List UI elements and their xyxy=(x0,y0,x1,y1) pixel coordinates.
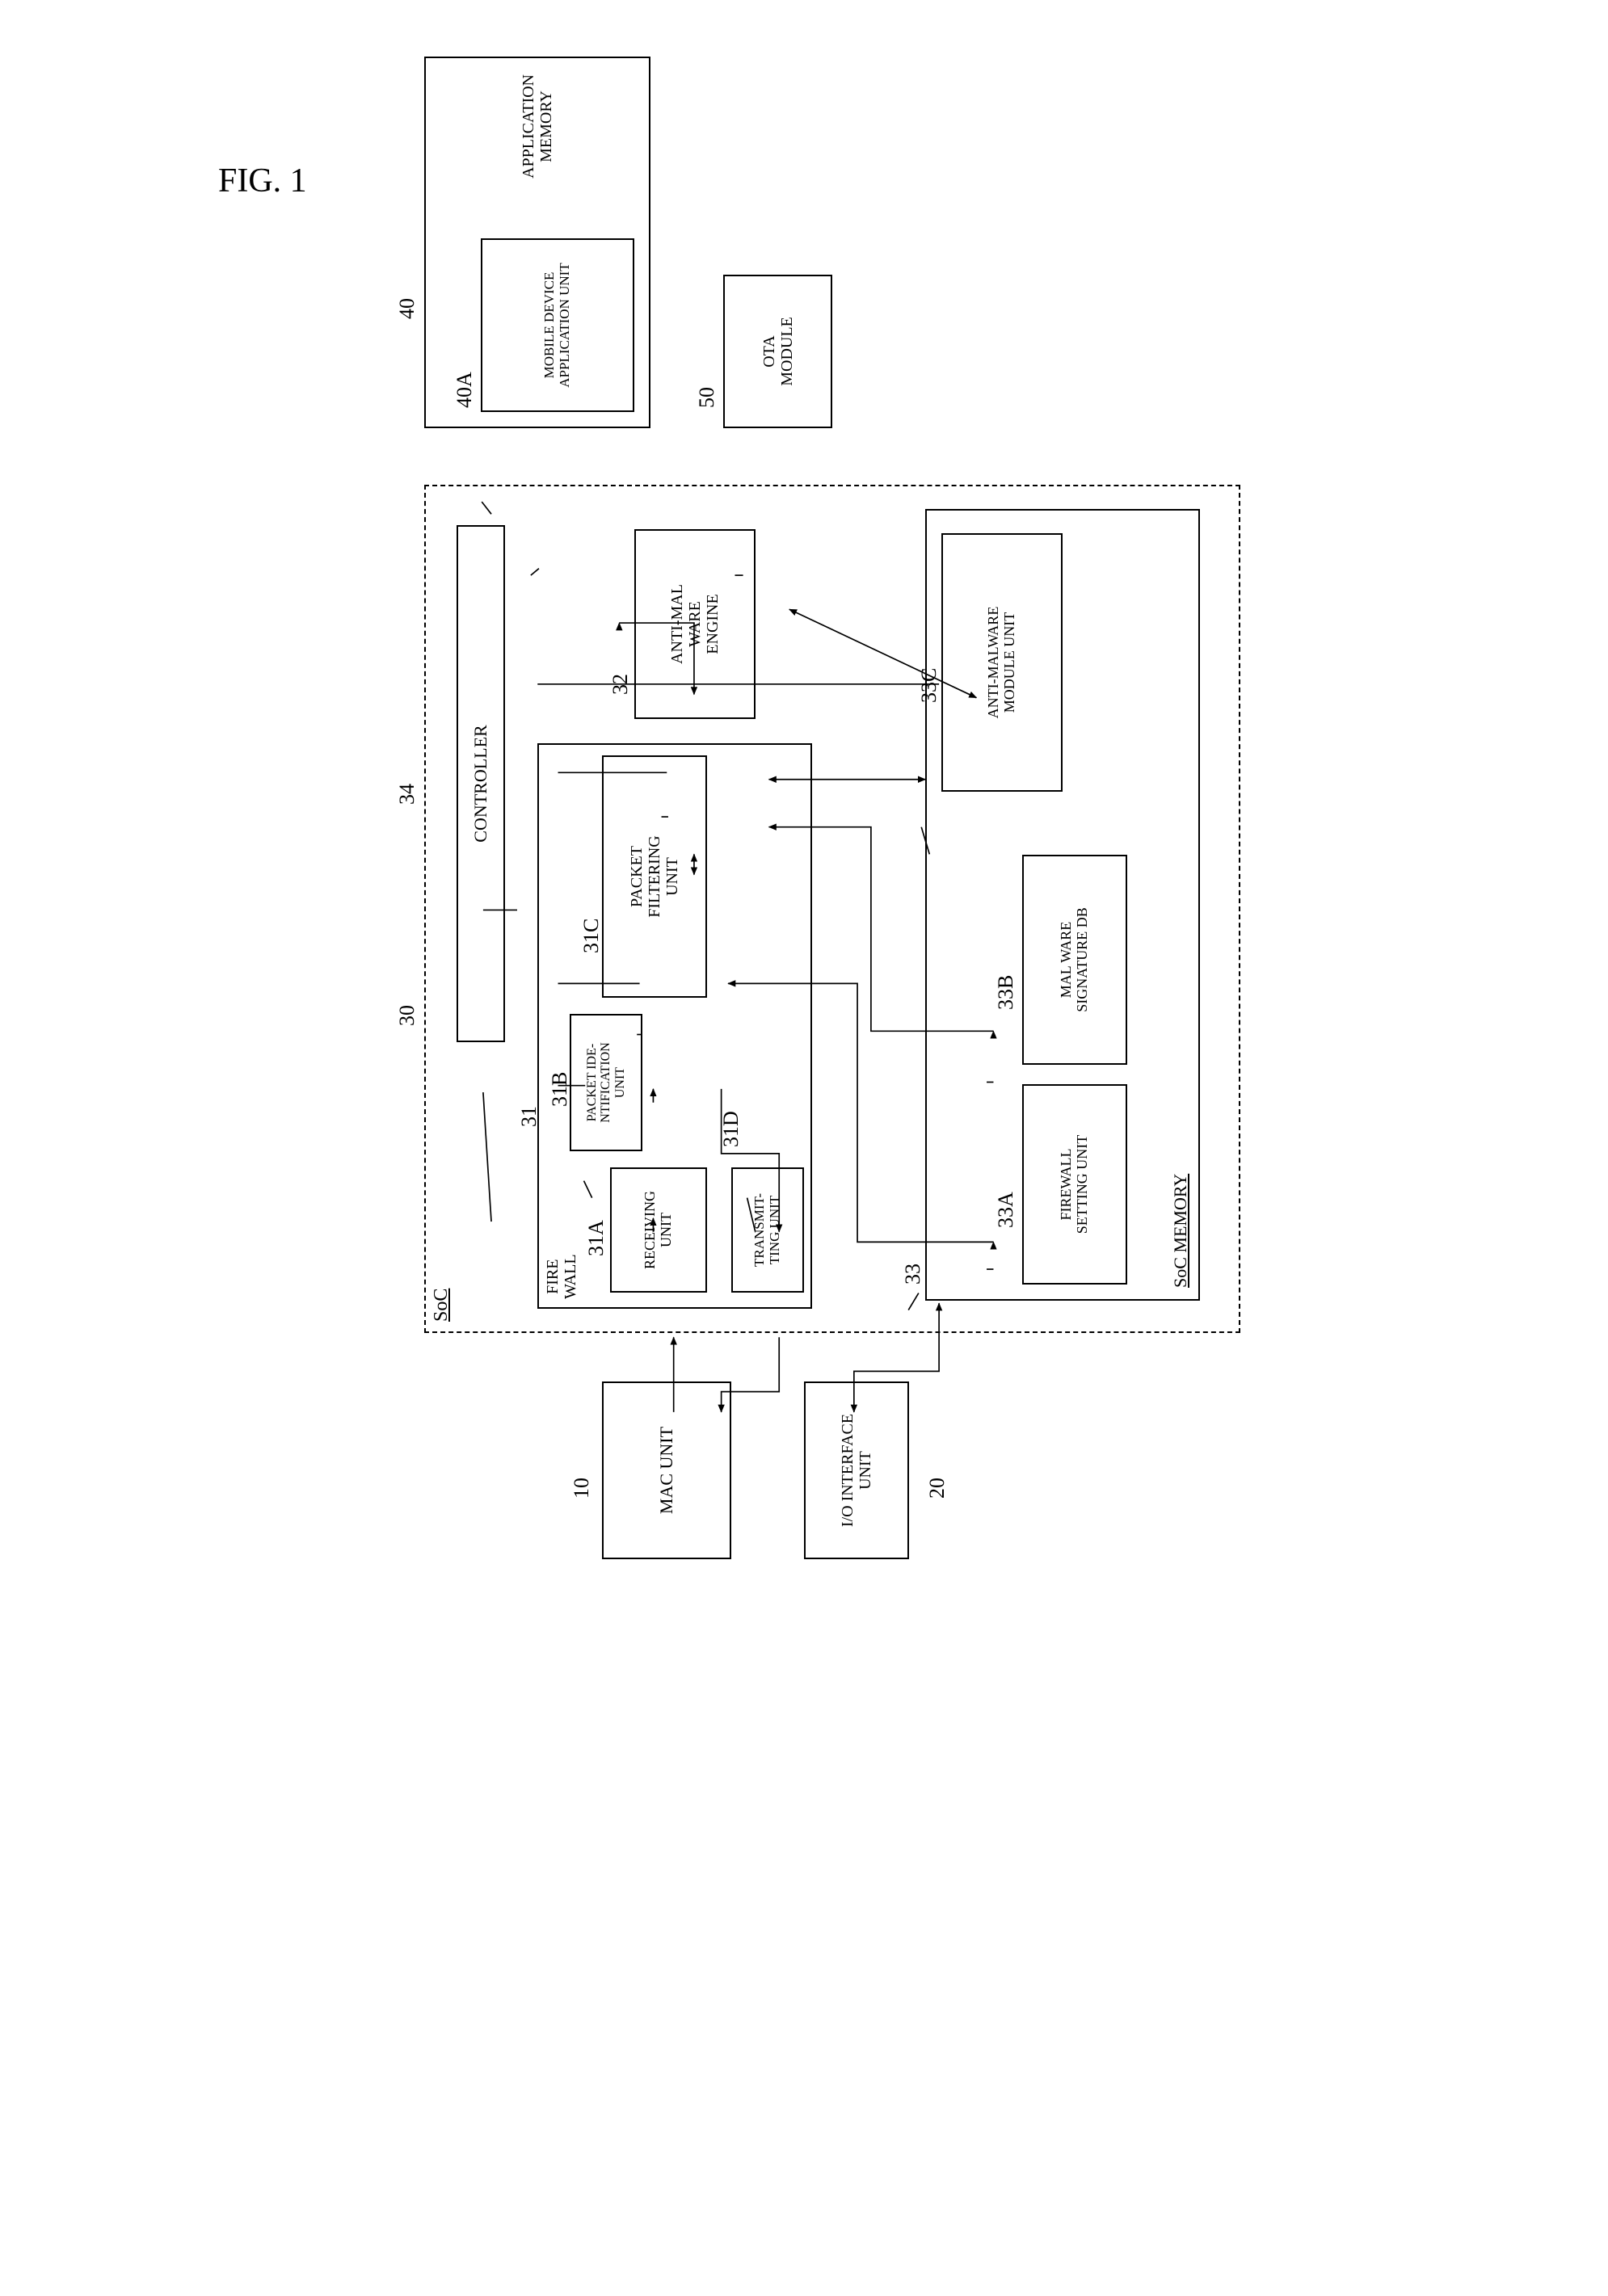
controller-label: CONTROLLER xyxy=(471,725,490,842)
transmit-box: TRANSMIT- TING UNIT xyxy=(731,1167,804,1293)
ota-box: OTA MODULE xyxy=(723,275,832,428)
pktfilter-label: PACKET FILTERING UNIT xyxy=(628,835,681,917)
soc-label: SoC xyxy=(431,1289,452,1322)
pktid-label: PACKET IDE- NTIFICATION UNIT xyxy=(585,1042,628,1123)
fwset-label: FIREWALL SETTING UNIT xyxy=(1059,1135,1091,1234)
ref-iointerface: 20 xyxy=(925,1478,949,1499)
receiving-box: RECEIVING UNIT xyxy=(610,1167,707,1293)
ref-controller: 34 xyxy=(395,784,419,805)
ref-receiving: 31A xyxy=(584,1220,608,1256)
fwset-box: FIREWALL SETTING UNIT xyxy=(1022,1084,1127,1285)
ref-pktid: 31B xyxy=(548,1072,572,1107)
ref-transmit: 31D xyxy=(719,1111,743,1147)
ref-socmem: 33 xyxy=(901,1264,925,1285)
ota-label: OTA MODULE xyxy=(760,317,796,386)
ref-mac: 10 xyxy=(570,1478,594,1499)
socmem-label: SoC MEMORY xyxy=(1171,1174,1190,1288)
ref-appmem: 40 xyxy=(395,298,419,319)
ref-soc: 30 xyxy=(395,1005,419,1026)
iointerface-box: I/O INTERFACE UNIT xyxy=(804,1381,909,1559)
diagram-container: SoC CONTROLLER FIRE WALL RECEIVING UNIT … xyxy=(194,283,1487,1575)
ref-fwset: 33A xyxy=(994,1192,1018,1228)
ref-malwaredb: 33B xyxy=(994,975,1018,1010)
firewall-label: FIRE WALL xyxy=(544,1254,579,1299)
controller-box: CONTROLLER xyxy=(457,525,505,1042)
mobapp-box: MOBILE DEVICE APPLICATION UNIT xyxy=(481,238,634,412)
malwaredb-label: MAL WARE SIGNATURE DB xyxy=(1059,907,1091,1012)
ref-antimw: 32 xyxy=(608,674,633,695)
antimw-box: ANTI-MAL WARE ENGINE xyxy=(634,529,756,719)
transmit-label: TRANSMIT- TING UNIT xyxy=(752,1193,782,1267)
ref-mobapp: 40A xyxy=(453,372,477,408)
ref-ota: 50 xyxy=(695,387,719,408)
antimw-label: ANTI-MAL WARE ENGINE xyxy=(668,584,722,664)
mac-label: MAC UNIT xyxy=(657,1427,676,1514)
ref-antimwmod: 33C xyxy=(917,668,941,703)
pktid-box: PACKET IDE- NTIFICATION UNIT xyxy=(570,1014,642,1151)
appmem-label: APPLICATION MEMORY xyxy=(520,74,555,179)
mac-box: MAC UNIT xyxy=(602,1381,731,1559)
receiving-label: RECEIVING UNIT xyxy=(642,1191,675,1269)
pktfilter-box: PACKET FILTERING UNIT xyxy=(602,755,707,998)
ref-firewall: 31 xyxy=(517,1106,541,1127)
ref-pktfilter: 31C xyxy=(579,919,604,953)
mobapp-label: MOBILE DEVICE APPLICATION UNIT xyxy=(542,263,572,387)
iointerface-label: I/O INTERFACE UNIT xyxy=(839,1414,874,1527)
malwaredb-box: MAL WARE SIGNATURE DB xyxy=(1022,855,1127,1065)
figure-title: FIG. 1 xyxy=(218,162,307,200)
antimwmod-box: ANTI-MALWARE MODULE UNIT xyxy=(941,533,1063,792)
antimwmod-label: ANTI-MALWARE MODULE UNIT xyxy=(986,607,1018,719)
diagram: SoC CONTROLLER FIRE WALL RECEIVING UNIT … xyxy=(376,283,1305,1575)
